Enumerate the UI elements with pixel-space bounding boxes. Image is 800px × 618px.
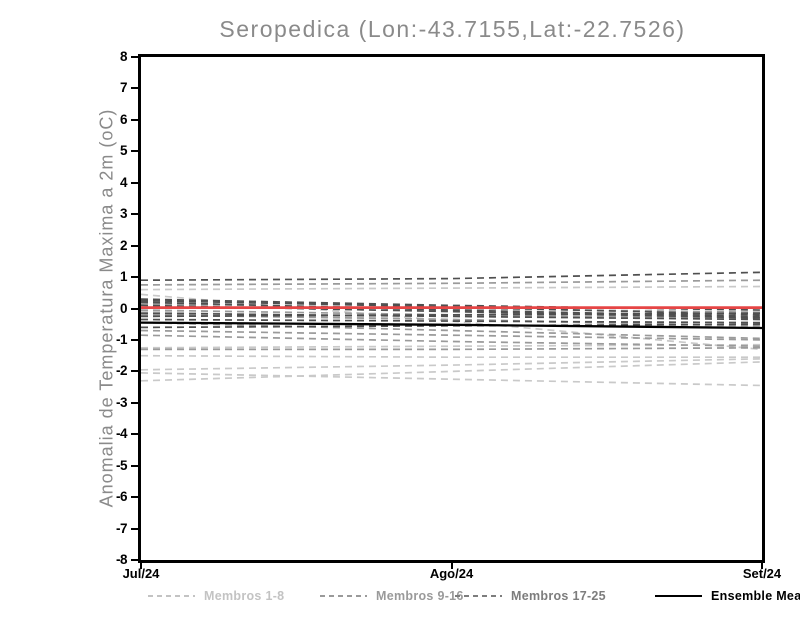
member-line xyxy=(141,309,762,319)
member-line xyxy=(141,329,762,341)
y-tick xyxy=(131,87,138,90)
x-tick-label: Set/24 xyxy=(742,566,782,581)
chart-title: Seropedica (Lon:-43.7155,Lat:-22.7526) xyxy=(219,16,686,42)
member-line xyxy=(141,334,762,348)
y-tick-label: -6 xyxy=(115,489,128,505)
y-tick xyxy=(131,276,138,279)
plot-area xyxy=(138,54,765,563)
y-tick xyxy=(131,56,138,58)
member-line xyxy=(141,301,762,318)
y-tick-label: 3 xyxy=(119,206,128,222)
member-line xyxy=(141,357,762,371)
y-tick xyxy=(131,150,138,153)
y-tick-label: -7 xyxy=(115,520,128,536)
dashed-line-sample xyxy=(455,595,502,597)
member-line xyxy=(141,354,762,359)
y-tick-label: 5 xyxy=(119,143,128,159)
x-tick-label: Jul/24 xyxy=(122,566,160,581)
y-tick xyxy=(131,464,138,467)
y-tick xyxy=(131,559,138,561)
member-line xyxy=(141,323,762,329)
y-tick-label: -4 xyxy=(115,426,128,442)
member-line xyxy=(141,372,762,387)
member-line xyxy=(141,313,762,327)
y-tick xyxy=(131,307,138,310)
x-tick xyxy=(761,563,763,569)
dashed-line-sample xyxy=(320,595,367,597)
legend-item: Membros 17-25 xyxy=(455,587,606,605)
y-tick-label: 7 xyxy=(119,80,128,96)
member-line xyxy=(141,271,762,282)
y-tick xyxy=(131,181,138,184)
member-line xyxy=(141,304,762,319)
y-tick-label: -5 xyxy=(115,457,128,473)
legend-label: Membros 9-16 xyxy=(376,589,464,603)
legend-item: Membros 9-16 xyxy=(320,587,464,605)
member-line xyxy=(141,312,762,321)
legend-item: Ensemble Mean xyxy=(655,587,800,605)
y-tick-label: -2 xyxy=(115,363,128,379)
member-line xyxy=(141,299,762,316)
member-line xyxy=(141,318,762,324)
y-tick xyxy=(131,496,138,499)
y-tick-label: -8 xyxy=(115,552,128,567)
y-tick-label: 4 xyxy=(119,174,128,190)
y-tick-label: 1 xyxy=(119,269,128,285)
ensemble-mean-line xyxy=(141,321,762,330)
member-line xyxy=(141,302,762,314)
y-tick-label: -1 xyxy=(115,331,128,347)
y-tick xyxy=(131,401,138,404)
legend-label: Membros 17-25 xyxy=(511,589,606,603)
member-line xyxy=(141,312,762,318)
x-tick xyxy=(140,563,142,569)
y-tick xyxy=(131,433,138,436)
member-line xyxy=(141,293,762,351)
solid-line-sample xyxy=(655,595,702,597)
y-tick-label: 6 xyxy=(119,111,128,127)
y-tick xyxy=(131,213,138,216)
member-line xyxy=(141,321,762,340)
y-tick-label: 8 xyxy=(119,49,128,64)
y-tick-label: 2 xyxy=(119,237,128,253)
x-tick xyxy=(450,563,453,569)
legend-label: Ensemble Mean xyxy=(711,589,800,603)
plot-lines xyxy=(141,271,762,387)
member-line xyxy=(141,343,762,349)
y-tick xyxy=(131,118,138,121)
legend: Membros 1-8 Membros 9-16 Membros 17-25 Ense… xyxy=(0,587,800,605)
legend-item: Membros 1-8 xyxy=(148,587,284,605)
member-line xyxy=(141,361,762,382)
member-line xyxy=(141,285,762,291)
y-tick-label: 0 xyxy=(119,300,128,316)
x-tick-label: Ago/24 xyxy=(429,566,474,581)
dashed-line-sample xyxy=(148,595,195,597)
y-tick xyxy=(131,244,138,247)
member-line xyxy=(141,346,762,351)
member-line xyxy=(141,279,762,286)
y-tick xyxy=(131,527,138,530)
legend-label: Membros 1-8 xyxy=(204,589,285,603)
y-tick-label: -3 xyxy=(115,394,128,410)
y-tick xyxy=(131,338,138,341)
y-tick xyxy=(131,370,138,373)
